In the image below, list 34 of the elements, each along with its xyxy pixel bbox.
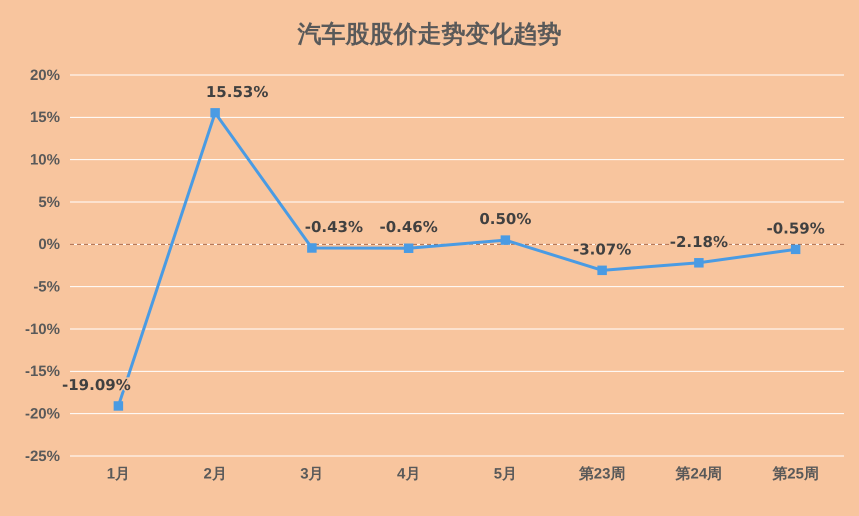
point [210,108,220,118]
x-tick-label: 4月 [396,466,420,483]
data-label: -0.46% [379,218,438,236]
chart-title: 汽车股股价走势变化趋势 [296,20,562,48]
point [307,243,317,253]
x-tick-label: 1月 [106,466,130,483]
point [114,401,124,411]
x-tick-label: 第23周 [578,466,626,483]
data-label: -0.59% [766,219,825,238]
point [790,244,800,254]
x-tick-label: 5月 [494,466,518,483]
x-tick-label: 2月 [203,466,227,483]
data-label: 15.53% [206,82,268,101]
point [694,258,704,268]
y-tick-label: -15% [24,363,60,380]
y-tick-label: 10% [30,151,60,168]
y-tick-label: -10% [24,320,60,338]
y-tick-label: -5% [33,278,60,296]
x-tick-label: 第25周 [771,466,819,483]
x-tick-label: 第24周 [674,466,722,483]
data-label: 0.50% [479,210,532,228]
point [500,235,510,245]
point [597,266,607,276]
y-tick-label: 5% [38,194,60,211]
y-tick-label: 0% [38,236,60,254]
y-tick-label: 15% [30,109,60,126]
y-tick-label: -20% [24,405,60,422]
x-tick-label: 3月 [300,466,324,483]
data-label: -2.18% [670,232,728,251]
y-tick-label: 20% [30,66,60,84]
point [404,243,414,253]
data-label: -3.07% [572,240,632,258]
y-tick-label: -25% [24,448,60,465]
data-label: -0.43% [304,218,364,236]
